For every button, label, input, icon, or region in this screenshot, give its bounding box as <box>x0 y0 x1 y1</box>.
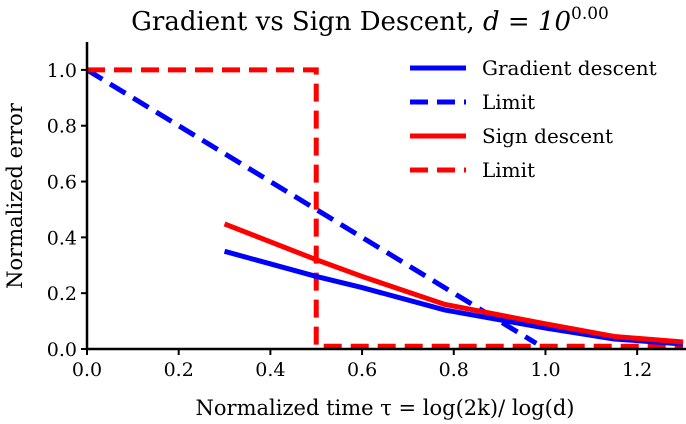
series-line-0 <box>223 248 684 347</box>
legend-label-3: Limit <box>482 158 535 182</box>
chart-title: Gradient vs Sign Descent, d = 100.00 <box>131 4 609 37</box>
x-tick-label: 0.6 <box>347 359 377 381</box>
x-tick-label: 0.0 <box>72 359 102 381</box>
legend-label-2: Sign descent <box>482 124 613 148</box>
legend-label-0: Gradient descent <box>482 56 657 80</box>
x-tick-label: 1.0 <box>530 359 560 381</box>
series-line-1 <box>85 67 538 346</box>
x-axis-label: Normalized time τ = log(2k)/ log(d) <box>196 396 575 420</box>
y-axis-label: Normalized error <box>3 102 27 289</box>
y-tick-label: 0.2 <box>47 283 77 305</box>
series-line-2 <box>223 221 684 345</box>
y-tick-label: 0.4 <box>47 227 77 249</box>
x-tick-label: 0.2 <box>164 359 194 381</box>
x-tick-label: 0.8 <box>439 359 469 381</box>
y-tick-label: 0.0 <box>47 339 77 361</box>
x-tick-label: 0.4 <box>255 359 285 381</box>
legend-label-1: Limit <box>482 90 535 114</box>
y-tick-label: 0.8 <box>47 116 77 138</box>
y-tick-label: 1.0 <box>47 60 77 82</box>
y-tick-label: 0.6 <box>47 172 77 194</box>
x-tick-label: 1.2 <box>622 359 652 381</box>
series-line-3 <box>87 67 683 349</box>
legend: Gradient descent Limit Sign descent Limit <box>410 56 657 182</box>
